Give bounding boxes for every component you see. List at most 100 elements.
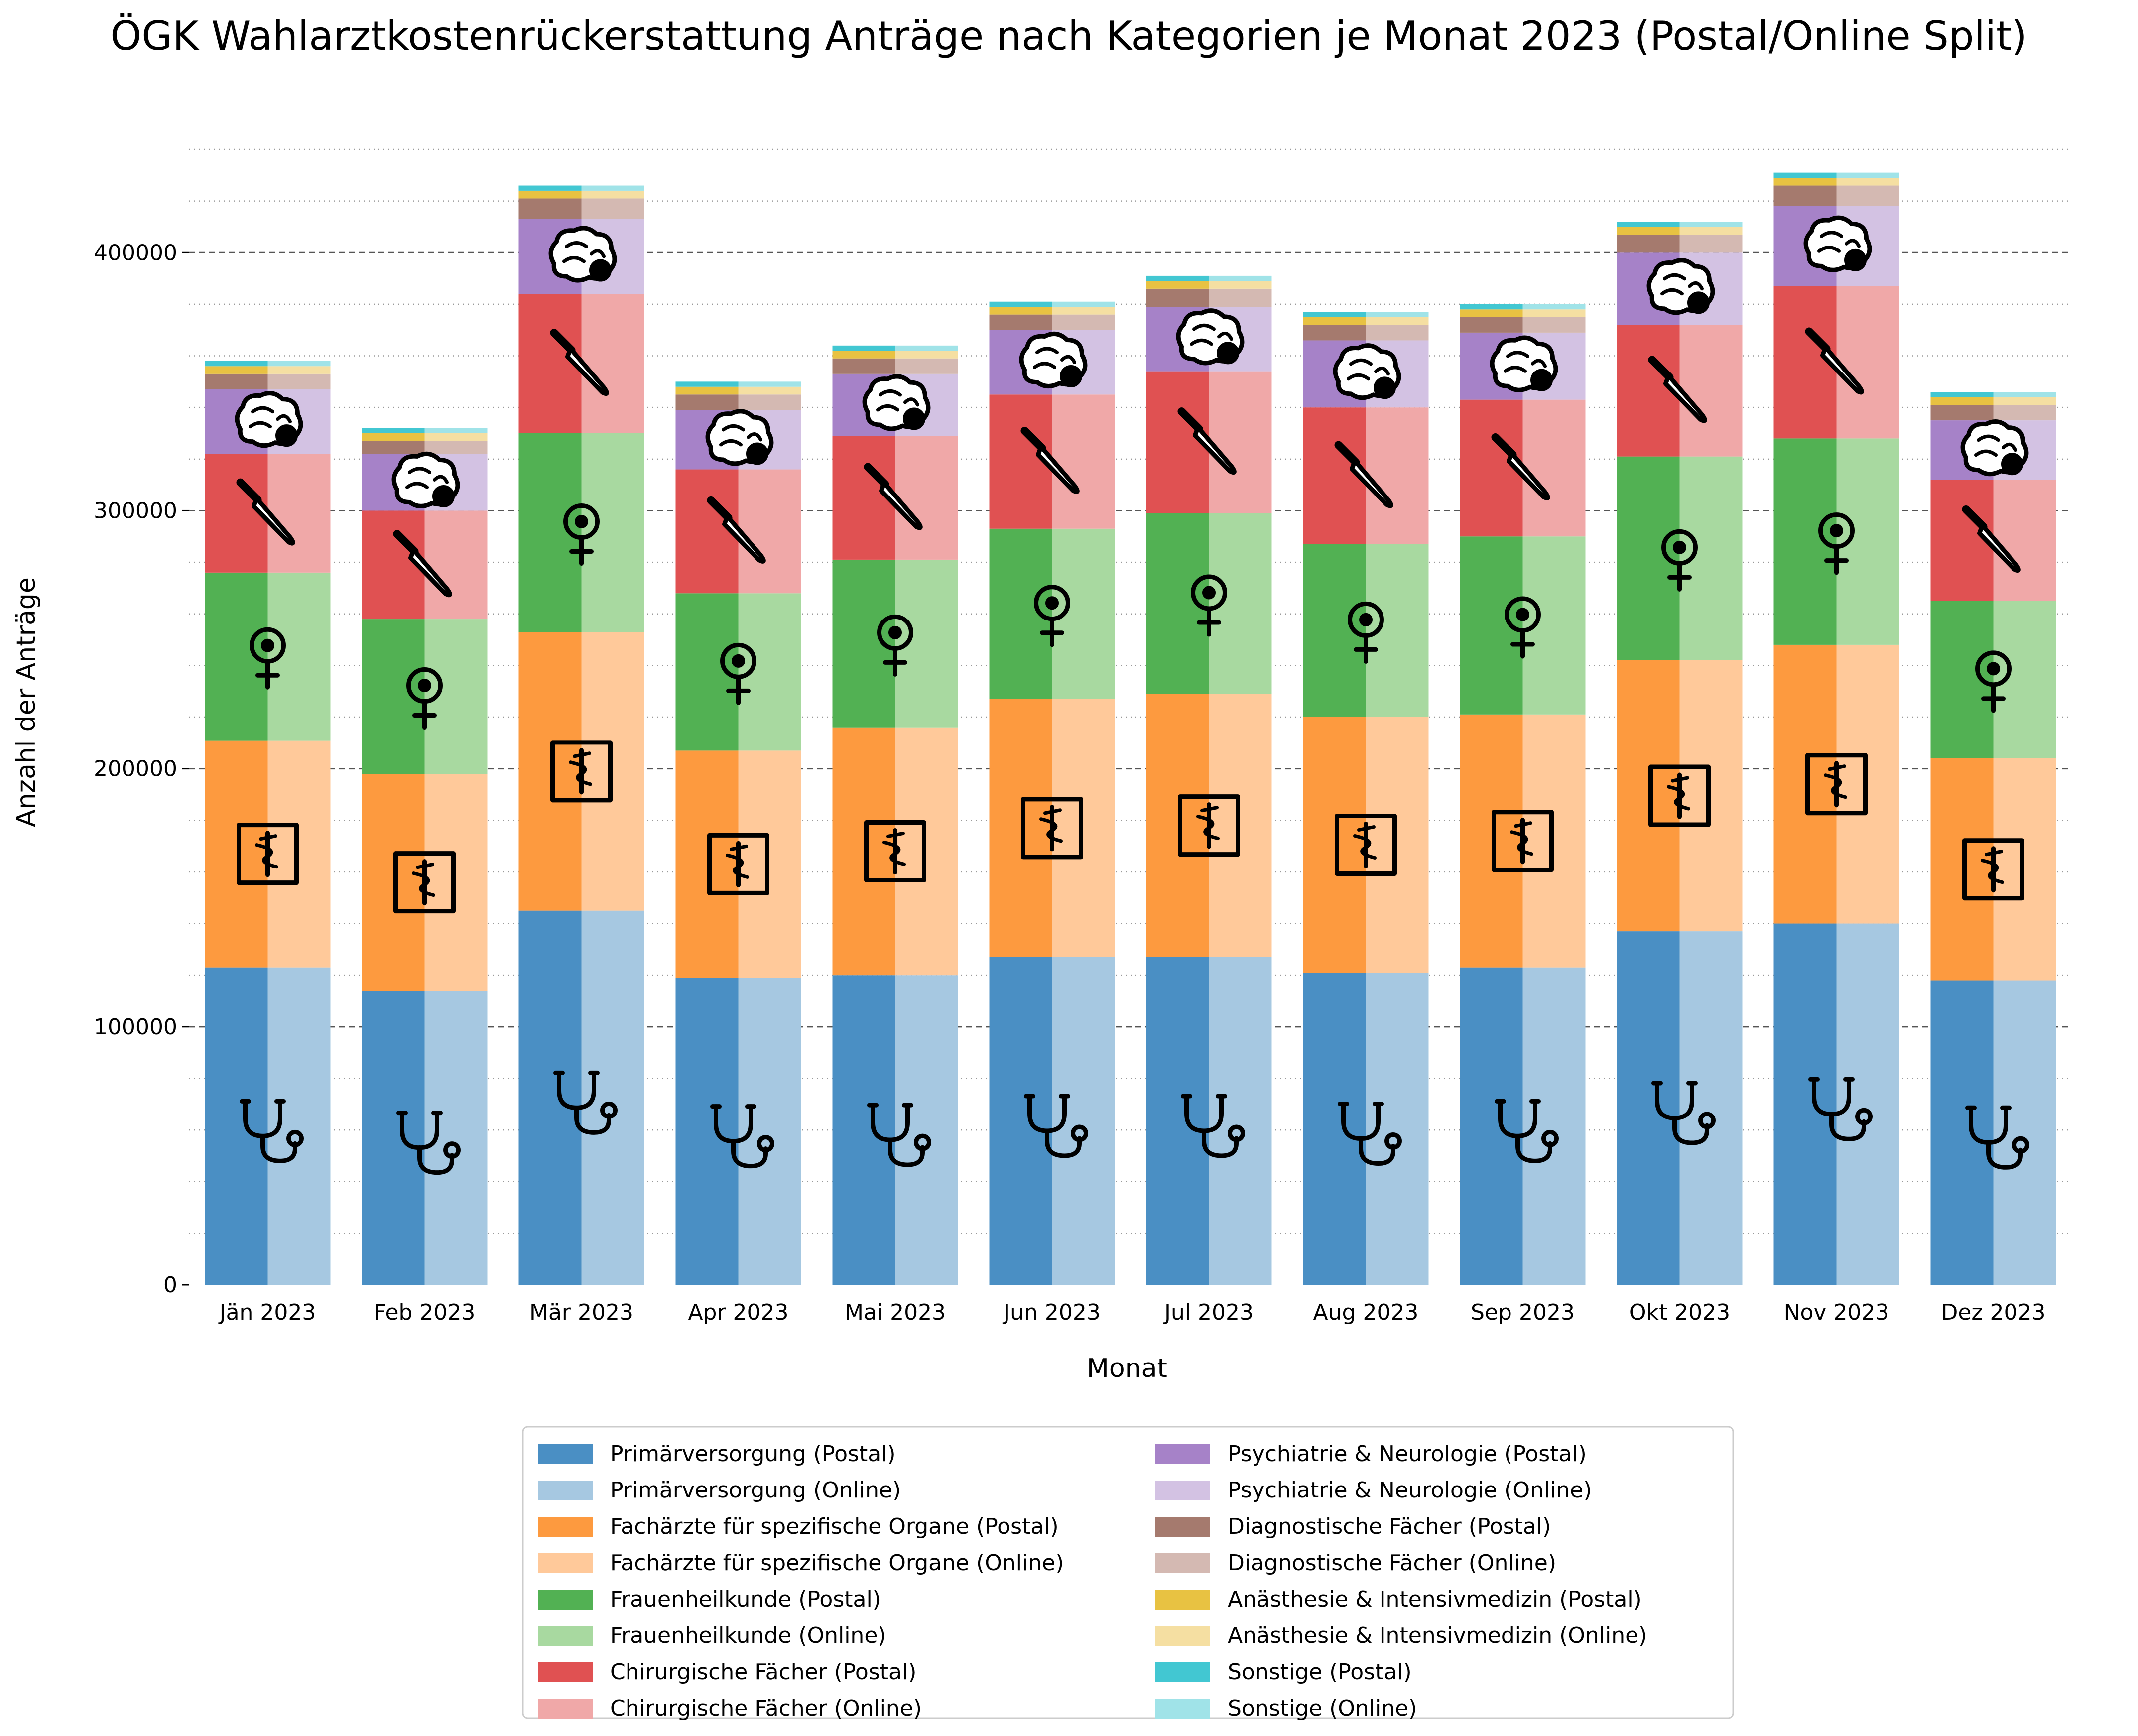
bar-segment-postal	[1930, 392, 1994, 397]
bar-segment-online	[424, 428, 488, 433]
brain-icon	[1019, 331, 1088, 388]
stethoscope-icon	[1024, 1094, 1088, 1158]
female-symbol-icon	[1191, 574, 1227, 637]
scalpel-icon	[1805, 327, 1864, 395]
bar-segment-postal	[1617, 227, 1680, 235]
bar-segment-postal	[1773, 185, 1837, 206]
legend-label: Primärversorgung (Postal)	[610, 1441, 896, 1467]
brain-icon	[548, 226, 617, 283]
bar-segment-postal	[1460, 714, 1523, 968]
bar-segment-online	[1679, 660, 1743, 932]
legend-swatch	[538, 1626, 593, 1646]
scalpel-icon	[1962, 505, 2021, 573]
bar-segment-postal	[1303, 973, 1366, 1285]
legend-swatch	[538, 1699, 593, 1719]
female-symbol-icon	[720, 642, 756, 705]
bar-segment-postal	[675, 978, 739, 1285]
bar-segment-postal	[1617, 931, 1680, 1285]
caduceus-icon	[1178, 794, 1240, 857]
female-symbol-icon	[1661, 529, 1698, 592]
bar-segment-online	[1522, 317, 1586, 333]
bar-segment-online	[895, 358, 958, 374]
bar-segment-online	[1836, 644, 1899, 924]
x-tick-label: Jul 2023	[1163, 1300, 1254, 1325]
legend-swatch	[1155, 1699, 1210, 1719]
y-tick-label: 200000	[94, 756, 177, 782]
bar-segment-postal	[1460, 399, 1523, 537]
bar-segment-postal	[362, 441, 425, 454]
female-symbol-icon	[563, 503, 600, 566]
bar-segment-online	[581, 294, 644, 433]
stethoscope-icon	[1965, 1105, 2029, 1170]
bar-segment-postal	[1930, 397, 1994, 405]
scalpel-icon	[707, 496, 766, 564]
stethoscope-icon	[553, 1070, 618, 1135]
bar-segment-postal	[1617, 222, 1680, 227]
brain-icon	[1176, 308, 1245, 366]
bar-segment-online	[267, 361, 331, 367]
brain-icon	[1803, 215, 1872, 272]
legend-swatch	[538, 1444, 593, 1464]
bar-segment-postal	[1930, 480, 1994, 601]
bar-segment-online	[895, 436, 958, 560]
scalpel-icon	[1334, 441, 1393, 508]
grid-layer	[189, 148, 2072, 1234]
brain-icon	[1960, 419, 2029, 477]
x-tick-label: Okt 2023	[1629, 1300, 1730, 1325]
bar-segment-online	[1522, 309, 1586, 317]
bar-segment-postal	[832, 975, 895, 1285]
y-tick-label: 100000	[94, 1014, 177, 1040]
bar-segment-online	[1366, 407, 1429, 544]
bar-segment-online	[581, 632, 644, 911]
bar-segment-online	[267, 454, 331, 573]
bar-segment-online	[738, 750, 801, 978]
stethoscope-icon	[1808, 1077, 1873, 1141]
bar-segment-online	[895, 351, 958, 359]
bar-segment-postal	[362, 428, 425, 433]
x-axis-label: Monat	[1087, 1354, 1167, 1383]
caduceus-icon	[237, 823, 299, 885]
bar-segment-postal	[518, 910, 582, 1285]
bar-segment-online	[1052, 699, 1115, 957]
bar-segment-online	[1366, 312, 1429, 317]
bar-segment-postal	[1460, 967, 1523, 1285]
legend: Primärversorgung (Postal) Primärversorgun…	[522, 1426, 1734, 1721]
bar-segment-online	[1522, 304, 1586, 310]
bar-segment-postal	[362, 991, 425, 1285]
bar-segment-postal	[989, 307, 1052, 315]
caduceus-icon	[1805, 753, 1868, 816]
female-symbol-icon	[877, 614, 913, 677]
brain-icon	[1333, 343, 1401, 400]
bar-segment-postal	[989, 957, 1052, 1285]
bar-segment-online	[424, 774, 488, 991]
x-tick-label: Aug 2023	[1313, 1300, 1419, 1325]
legend-label: Chirurgische Fächer (Postal)	[610, 1659, 916, 1685]
icons-layer	[235, 215, 2029, 1175]
bar-segment-online	[1052, 314, 1115, 330]
bar-segment-postal	[1460, 304, 1523, 310]
bar-segment-online	[1522, 399, 1586, 537]
bar-segment-postal	[675, 469, 739, 594]
bar-segment-online	[1366, 717, 1429, 973]
caduceus-icon	[393, 851, 456, 914]
brain-icon	[862, 374, 931, 431]
x-tick-label: Mär 2023	[529, 1300, 633, 1325]
bar-segment-online	[1209, 694, 1272, 957]
bar-segment-postal	[1146, 957, 1209, 1285]
bar-segment-postal	[518, 294, 582, 433]
bar-segment-postal	[1773, 923, 1837, 1285]
legend-swatch	[538, 1481, 593, 1500]
legend-label: Anästhesie & Intensivmedizin (Online)	[1228, 1623, 1647, 1648]
scalpel-icon	[550, 329, 609, 396]
brain-icon	[705, 409, 774, 466]
caduceus-icon	[1021, 797, 1083, 860]
bar-segment-online	[1522, 714, 1586, 968]
bar-segment-postal	[362, 774, 425, 991]
bar-segment-online	[895, 727, 958, 976]
legend-label: Fachärzte für spezifische Organe (Online…	[610, 1550, 1064, 1576]
caduceus-icon	[550, 740, 613, 803]
bar-segment-postal	[1930, 405, 1994, 421]
bar-segment-postal	[675, 750, 739, 978]
stethoscope-icon	[396, 1111, 461, 1175]
